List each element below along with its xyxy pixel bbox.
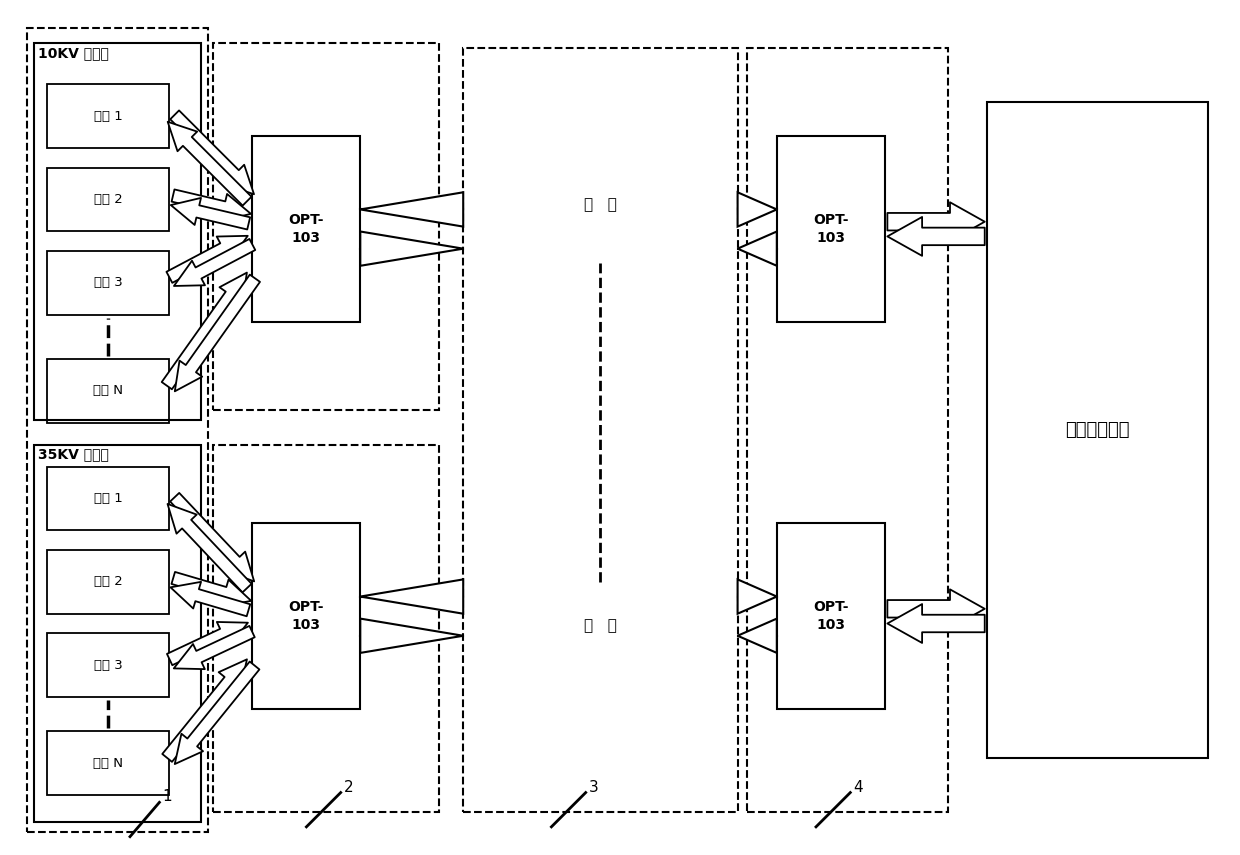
- Bar: [47, 550, 169, 614]
- Bar: [47, 85, 169, 148]
- Polygon shape: [361, 619, 464, 653]
- Text: 间隔 2: 间隔 2: [93, 193, 123, 206]
- Text: 间隔 1: 间隔 1: [93, 109, 123, 123]
- Polygon shape: [738, 192, 776, 227]
- Bar: [213, 445, 439, 812]
- Text: 光   纤: 光 纤: [584, 618, 616, 634]
- Text: OPT-
103: OPT- 103: [289, 213, 324, 245]
- Polygon shape: [361, 580, 464, 614]
- Bar: [464, 48, 738, 812]
- Text: 3: 3: [589, 780, 599, 794]
- Text: 间隔 1: 间隔 1: [93, 492, 123, 505]
- Text: 间隔 3: 间隔 3: [93, 658, 123, 672]
- Polygon shape: [738, 580, 776, 614]
- Text: OPT-
103: OPT- 103: [289, 600, 324, 633]
- Text: OPT-
103: OPT- 103: [813, 600, 848, 633]
- Bar: [253, 136, 361, 322]
- Bar: [47, 731, 169, 795]
- Bar: [748, 48, 949, 812]
- Text: 4: 4: [853, 780, 863, 794]
- Bar: [33, 43, 201, 420]
- Bar: [47, 467, 169, 530]
- Text: 间隔 2: 间隔 2: [93, 575, 123, 588]
- Bar: [213, 43, 439, 410]
- Text: 间隔 N: 间隔 N: [93, 757, 123, 770]
- Polygon shape: [738, 232, 776, 266]
- Bar: [253, 523, 361, 710]
- Text: OPT-
103: OPT- 103: [813, 213, 848, 245]
- Bar: [27, 28, 208, 832]
- Text: 35KV 高压室: 35KV 高压室: [38, 447, 109, 462]
- Polygon shape: [361, 192, 464, 227]
- Bar: [987, 102, 1208, 758]
- Text: 光   纤: 光 纤: [584, 197, 616, 212]
- Text: 2: 2: [343, 780, 353, 794]
- Text: 10KV 高压室: 10KV 高压室: [38, 46, 109, 60]
- Bar: [47, 634, 169, 697]
- Polygon shape: [738, 619, 776, 653]
- Bar: [47, 251, 169, 315]
- Bar: [47, 168, 169, 232]
- Bar: [776, 136, 884, 322]
- Bar: [776, 523, 884, 710]
- Bar: [33, 445, 201, 822]
- Text: 通讯远动装置: 通讯远动装置: [1065, 421, 1130, 439]
- Polygon shape: [361, 232, 464, 266]
- Text: 1: 1: [162, 789, 172, 805]
- Bar: [47, 359, 169, 422]
- Text: 间隔 3: 间隔 3: [93, 276, 123, 290]
- Text: 间隔 N: 间隔 N: [93, 384, 123, 398]
